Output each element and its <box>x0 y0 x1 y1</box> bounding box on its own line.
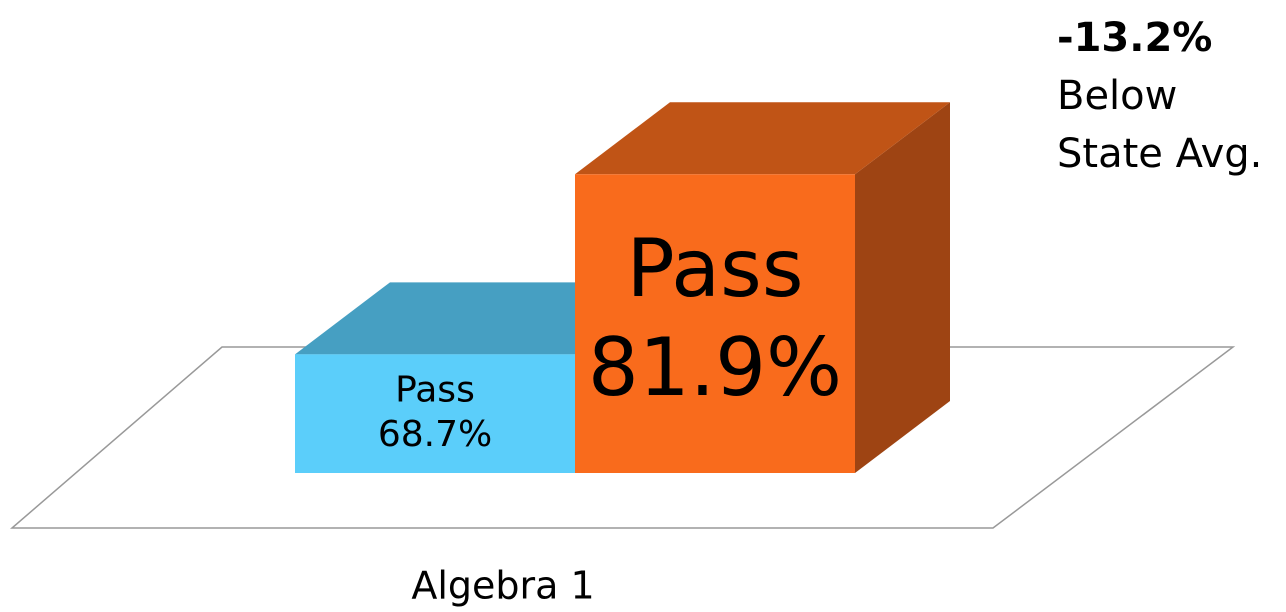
annotation: -13.2% <box>1057 15 1212 61</box>
value-label: 68.7% <box>378 414 492 455</box>
x-tick-label: Algebra 1 <box>411 564 594 608</box>
bar-name: Pass <box>626 222 803 315</box>
bar-side <box>855 102 950 473</box>
bar-top <box>575 102 950 175</box>
annotation: State Avg. <box>1057 131 1262 177</box>
bar <box>575 174 855 473</box>
annotation: Below <box>1057 73 1177 119</box>
value-label: 81.9% <box>588 321 842 414</box>
bar-name: Pass <box>395 369 475 410</box>
bar <box>295 354 575 473</box>
